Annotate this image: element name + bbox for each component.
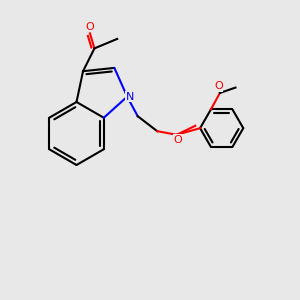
Text: N: N: [125, 92, 134, 102]
Text: O: O: [214, 81, 223, 92]
Text: O: O: [174, 135, 183, 145]
Text: O: O: [85, 22, 94, 32]
